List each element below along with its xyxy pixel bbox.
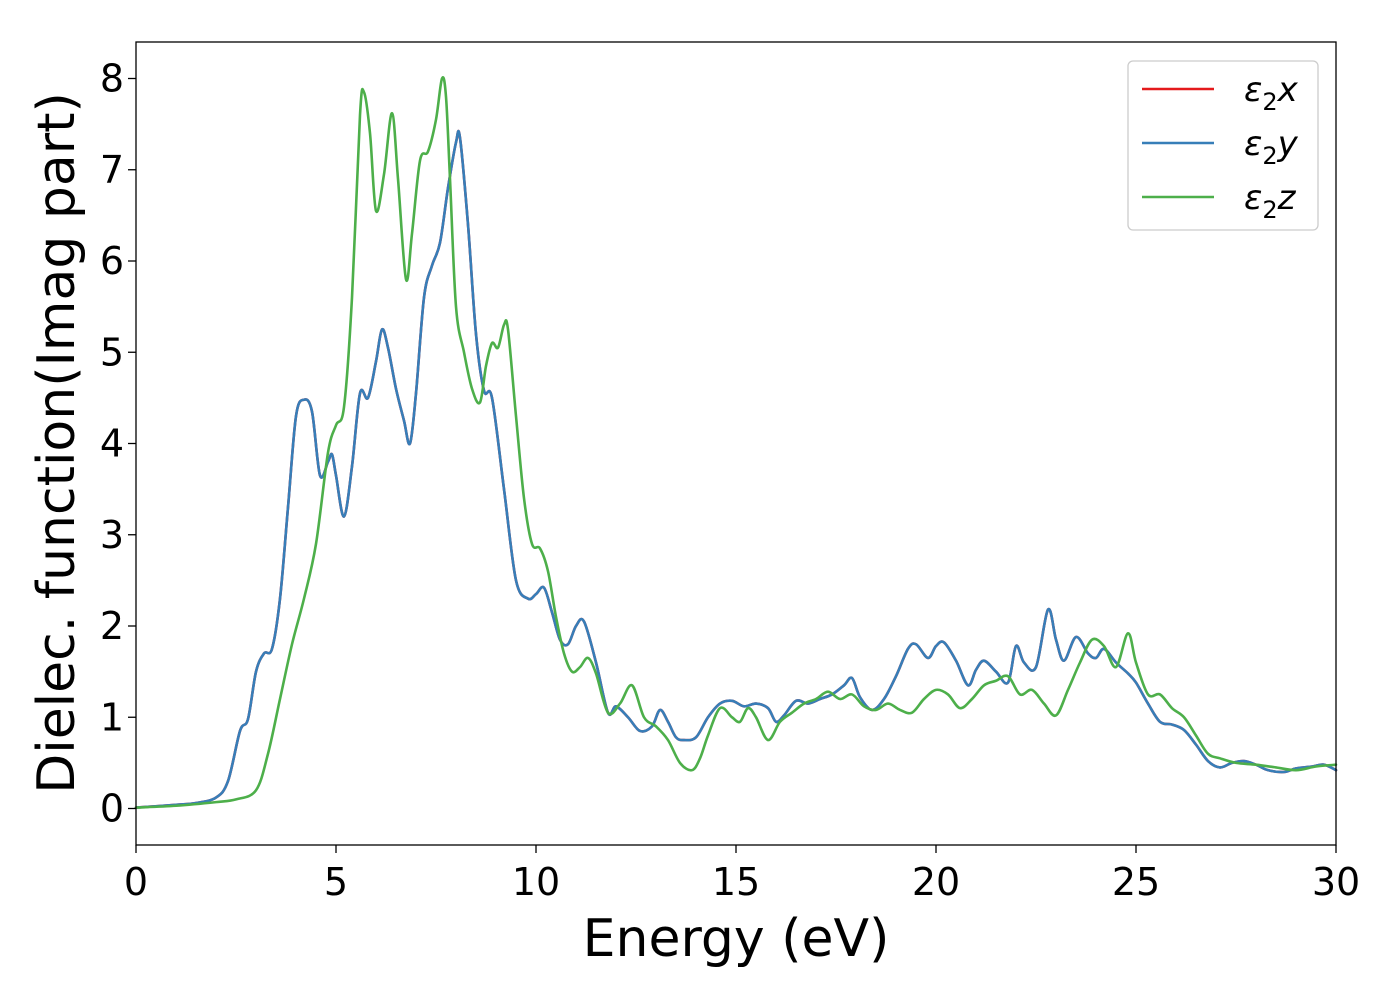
y-tick-label: 5 — [100, 330, 124, 374]
legend-label: ε2z — [1244, 178, 1297, 224]
y-tick-label: 8 — [100, 57, 124, 101]
y-tick-label: 6 — [100, 239, 124, 283]
y-tick-label: 4 — [100, 422, 124, 466]
x-axis-label: Energy (eV) — [583, 909, 890, 969]
y-tick-label: 2 — [100, 604, 124, 648]
y-tick-label: 3 — [100, 513, 124, 557]
x-tick-label: 25 — [1112, 860, 1160, 904]
series-line-z — [134, 76, 1338, 809]
x-axis: 0 5 10 15 20 25 30 — [124, 845, 1360, 904]
x-tick-label: 20 — [912, 860, 960, 904]
x-tick-label: 0 — [124, 860, 148, 904]
legend-frame — [1127, 60, 1319, 231]
x-tick-label: 15 — [712, 860, 760, 904]
y-axis-label: Dielec. function(Imag part) — [27, 92, 87, 794]
x-tick-label: 10 — [512, 860, 560, 904]
series-layer — [134, 76, 1338, 809]
legend-label: ε2y — [1244, 124, 1299, 170]
legend-label: ε2x — [1244, 70, 1299, 116]
series-line-y — [134, 129, 1338, 809]
x-tick-label: 5 — [324, 860, 348, 904]
y-axis: 0 1 2 3 4 5 6 7 8 — [100, 57, 136, 831]
y-tick-label: 7 — [100, 148, 124, 192]
y-tick-label: 0 — [100, 787, 124, 831]
x-tick-label: 30 — [1312, 860, 1360, 904]
legend: ε2x ε2y ε2z — [1127, 60, 1319, 231]
y-tick-label: 1 — [100, 695, 124, 739]
